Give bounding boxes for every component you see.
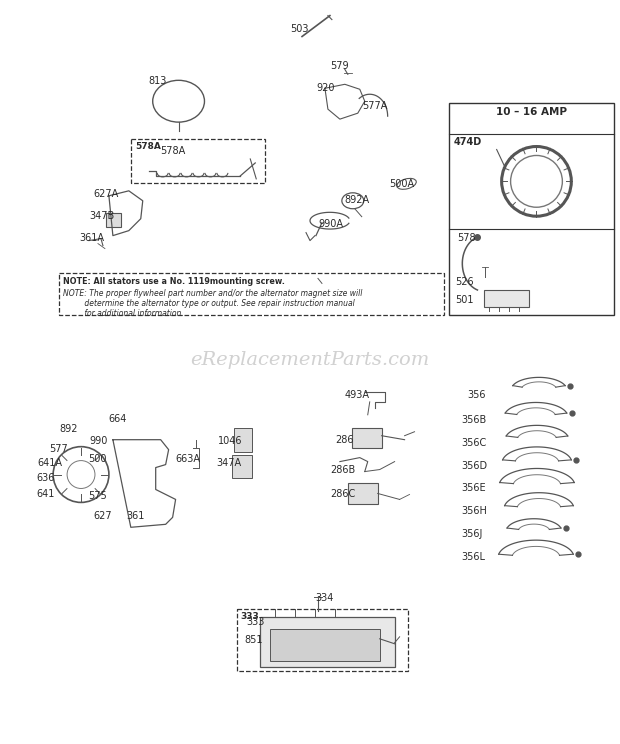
Text: 577: 577 [49, 443, 68, 454]
Text: 578A: 578A [135, 142, 161, 151]
Polygon shape [352, 428, 382, 448]
Text: 501: 501 [455, 295, 474, 305]
Text: determine the alternator type or output. See repair instruction manual: determine the alternator type or output.… [63, 299, 355, 308]
Text: 356B: 356B [461, 415, 487, 425]
Text: 851: 851 [244, 635, 263, 645]
Polygon shape [348, 484, 378, 504]
Text: 356L: 356L [461, 552, 485, 562]
Text: 361: 361 [126, 511, 144, 522]
Text: for additional information.: for additional information. [63, 310, 184, 318]
Text: 578: 578 [458, 233, 476, 243]
Text: 333: 333 [246, 617, 265, 627]
Text: 356: 356 [467, 390, 486, 400]
Text: 286B: 286B [330, 464, 355, 475]
Text: 286: 286 [335, 434, 353, 445]
Text: 356E: 356E [461, 484, 486, 493]
Text: 664: 664 [108, 414, 126, 424]
Text: 356J: 356J [461, 529, 483, 539]
Text: 493A: 493A [345, 390, 370, 400]
Text: 500A: 500A [389, 179, 415, 189]
Text: 503: 503 [290, 24, 309, 33]
Text: 333: 333 [241, 612, 259, 621]
Text: 347A: 347A [216, 458, 242, 468]
Text: eReplacementParts.com: eReplacementParts.com [190, 351, 430, 369]
Text: NOTE: The proper flywheel part number and/or the alternator magnet size will: NOTE: The proper flywheel part number an… [63, 289, 363, 298]
Text: 10 – 16 AMP: 10 – 16 AMP [496, 107, 567, 118]
Text: 286C: 286C [330, 490, 355, 499]
Text: 578A: 578A [161, 146, 186, 156]
Text: 334: 334 [315, 593, 334, 603]
Text: 627A: 627A [93, 189, 118, 199]
Text: 990: 990 [89, 436, 107, 446]
Text: 356H: 356H [461, 507, 487, 516]
Text: 892: 892 [59, 424, 78, 434]
Polygon shape [232, 455, 252, 478]
Polygon shape [106, 213, 121, 227]
Text: 663A: 663A [175, 454, 201, 464]
Text: 526: 526 [455, 278, 474, 287]
Polygon shape [270, 629, 379, 661]
Text: 474D: 474D [453, 137, 482, 147]
Text: 361A: 361A [79, 233, 104, 243]
Polygon shape [260, 617, 394, 667]
Text: 813: 813 [149, 77, 167, 86]
Text: 641A: 641A [37, 458, 62, 468]
Text: 500: 500 [88, 454, 107, 464]
Text: 990A: 990A [318, 219, 343, 228]
Text: NOTE: All stators use a No. 1119mounting screw.: NOTE: All stators use a No. 1119mounting… [63, 278, 285, 286]
Polygon shape [234, 428, 252, 452]
Text: 1046: 1046 [218, 436, 243, 446]
Text: 636: 636 [36, 472, 55, 483]
Text: 577A: 577A [361, 101, 387, 111]
Text: 892A: 892A [345, 195, 370, 205]
Text: 627: 627 [93, 511, 112, 522]
Polygon shape [484, 290, 529, 307]
Text: 579: 579 [330, 62, 348, 71]
Text: 356C: 356C [461, 437, 487, 448]
Text: 641: 641 [36, 490, 55, 499]
Text: 356D: 356D [461, 461, 487, 471]
Text: 347B: 347B [89, 211, 114, 221]
Text: 575: 575 [88, 492, 107, 501]
Text: 920: 920 [316, 83, 334, 93]
